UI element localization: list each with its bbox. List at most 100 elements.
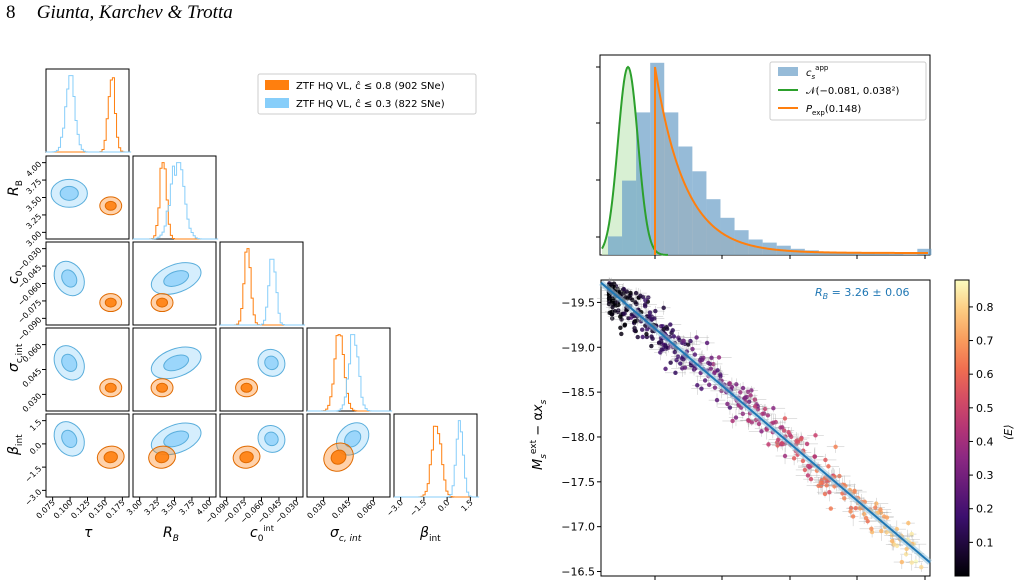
scatter-point	[782, 416, 788, 421]
scatter-point	[802, 467, 808, 473]
scatter-point	[622, 311, 627, 316]
scatter-point	[618, 325, 623, 330]
scatter-point	[704, 340, 710, 346]
scatter-point	[632, 328, 637, 333]
scatter-point	[624, 289, 630, 294]
corner-ytick-label-1-0: 4.00	[24, 160, 43, 179]
scatter-point	[812, 454, 818, 459]
corner-contour-orange-inner-2-0	[104, 297, 117, 308]
scatter-point	[798, 437, 804, 442]
scatter-point	[827, 489, 832, 495]
scatter-point	[609, 299, 615, 304]
corner-hist-blue-1	[133, 162, 219, 240]
scatter-point	[752, 397, 758, 402]
colorbar-tick-label-0: 0.1	[976, 536, 994, 549]
corner-ylabel-1: c0	[6, 270, 25, 284]
corner-panel-2-2	[219, 241, 304, 326]
scatter-point	[714, 397, 720, 403]
scatter-ylabel: Msext − αxs	[529, 399, 549, 470]
scatter-point	[649, 343, 654, 349]
corner-ytick-label-1-4: 3.00	[24, 229, 43, 248]
scatter-point	[663, 366, 668, 372]
corner-contour-orange-inner-4-2	[239, 451, 254, 464]
scatter-point	[635, 334, 640, 340]
scatter-point	[808, 476, 814, 482]
scatter-point	[649, 317, 655, 322]
page-number: 8	[6, 2, 16, 23]
page-header: 8 Giunta, Karchev & Trotta	[6, 2, 233, 24]
scatter-point	[638, 293, 643, 299]
scatter-point	[906, 520, 911, 526]
corner-legend-swatch-orange	[265, 80, 289, 90]
scatter-point	[727, 405, 733, 410]
corner-ytick-label-1-3: 3.25	[24, 212, 43, 231]
scatter-point	[630, 297, 635, 302]
corner-contour-orange-inner-1-0	[104, 200, 117, 211]
corner-legend-label-blue: ZTF HQ VL, ĉ ≤ 0.3 (822 SNe)	[296, 98, 445, 110]
colorbar-tick-label-4: 0.5	[976, 402, 994, 415]
corner-contour-blue-inner-2-0	[61, 269, 78, 288]
scatter-ytick-label-0: −19.5	[561, 296, 595, 309]
corner-panel-3-2	[219, 327, 304, 412]
corner-contour-orange-inner-3-1	[156, 382, 169, 393]
corner-ytick-label-4-2: −1.5	[23, 464, 43, 484]
corner-panel-3-0	[45, 327, 130, 412]
hist-bar-17	[847, 253, 862, 255]
corner-xtick-label-4-0: −3.0	[385, 498, 405, 518]
corner-ytick-label-3-1: 0.045	[21, 367, 44, 390]
corner-ytick-label-3-2: 0.030	[21, 391, 44, 414]
scatter-point	[692, 352, 698, 357]
scatter-point	[852, 488, 857, 493]
corner-ytick-label-4-1: 0.0	[28, 441, 43, 456]
hist-bar-18	[861, 253, 876, 255]
scatter-point	[647, 314, 653, 319]
corner-contour-orange-inner-3-0	[104, 382, 117, 393]
corner-xlabel-beta: βint	[419, 525, 441, 544]
corner-contour-blue-inner-3-1	[163, 354, 190, 372]
scatter-point	[800, 458, 806, 464]
scatter-point	[878, 507, 883, 512]
scatter-point	[702, 378, 708, 383]
scatter-point	[695, 383, 700, 388]
corner-contour-blue-inner-3-0	[61, 353, 78, 372]
scatter-point	[733, 415, 739, 420]
corner-ytick-label-1-2: 3.50	[24, 195, 43, 214]
hist-legend-swatch-bars	[778, 67, 798, 76]
corner-xtick-label-1-0: 3.00	[125, 498, 144, 517]
scatter-point	[633, 290, 639, 296]
scatter-point	[850, 514, 856, 519]
scatter-point	[620, 291, 625, 297]
scatter-ytick-label-6: −16.5	[561, 566, 595, 579]
scatter-point	[782, 453, 788, 459]
scatter-point	[661, 305, 666, 311]
scatter-point	[756, 421, 762, 427]
scatter-point	[730, 418, 735, 424]
corner-xlabel-tau: τ	[84, 525, 93, 541]
scatter-point	[762, 406, 768, 412]
corner-contour-blue-inner-4-3	[344, 430, 362, 448]
scatter-point	[816, 483, 821, 488]
hist-bar-4	[664, 112, 679, 256]
hist-bar-5	[678, 146, 693, 255]
corner-xtick-label-3-1: 0.045	[330, 498, 353, 521]
scatter-point	[633, 300, 638, 305]
corner-xtick-label-3-0: 0.030	[305, 498, 328, 521]
colorbar	[954, 279, 970, 577]
scatter-point	[837, 473, 842, 479]
scatter-point	[647, 310, 653, 315]
scatter-point	[671, 334, 677, 339]
scatter-point	[610, 305, 615, 310]
corner-hist-blue-3	[307, 334, 393, 412]
corner-contour-orange-inner-4-3	[330, 449, 347, 465]
scatter-point	[748, 393, 753, 398]
hist-bar-20	[889, 254, 904, 255]
scatter-point	[776, 437, 781, 442]
scatter-point	[644, 331, 649, 337]
scatter-point	[804, 441, 810, 447]
hist-legend-box	[769, 61, 927, 121]
colorbar-tick-label-7: 0.8	[976, 301, 994, 314]
scatter-point	[873, 505, 878, 510]
corner-hist-blue-4	[394, 420, 480, 498]
scatter-point	[909, 531, 914, 537]
scatter-point	[685, 342, 691, 347]
